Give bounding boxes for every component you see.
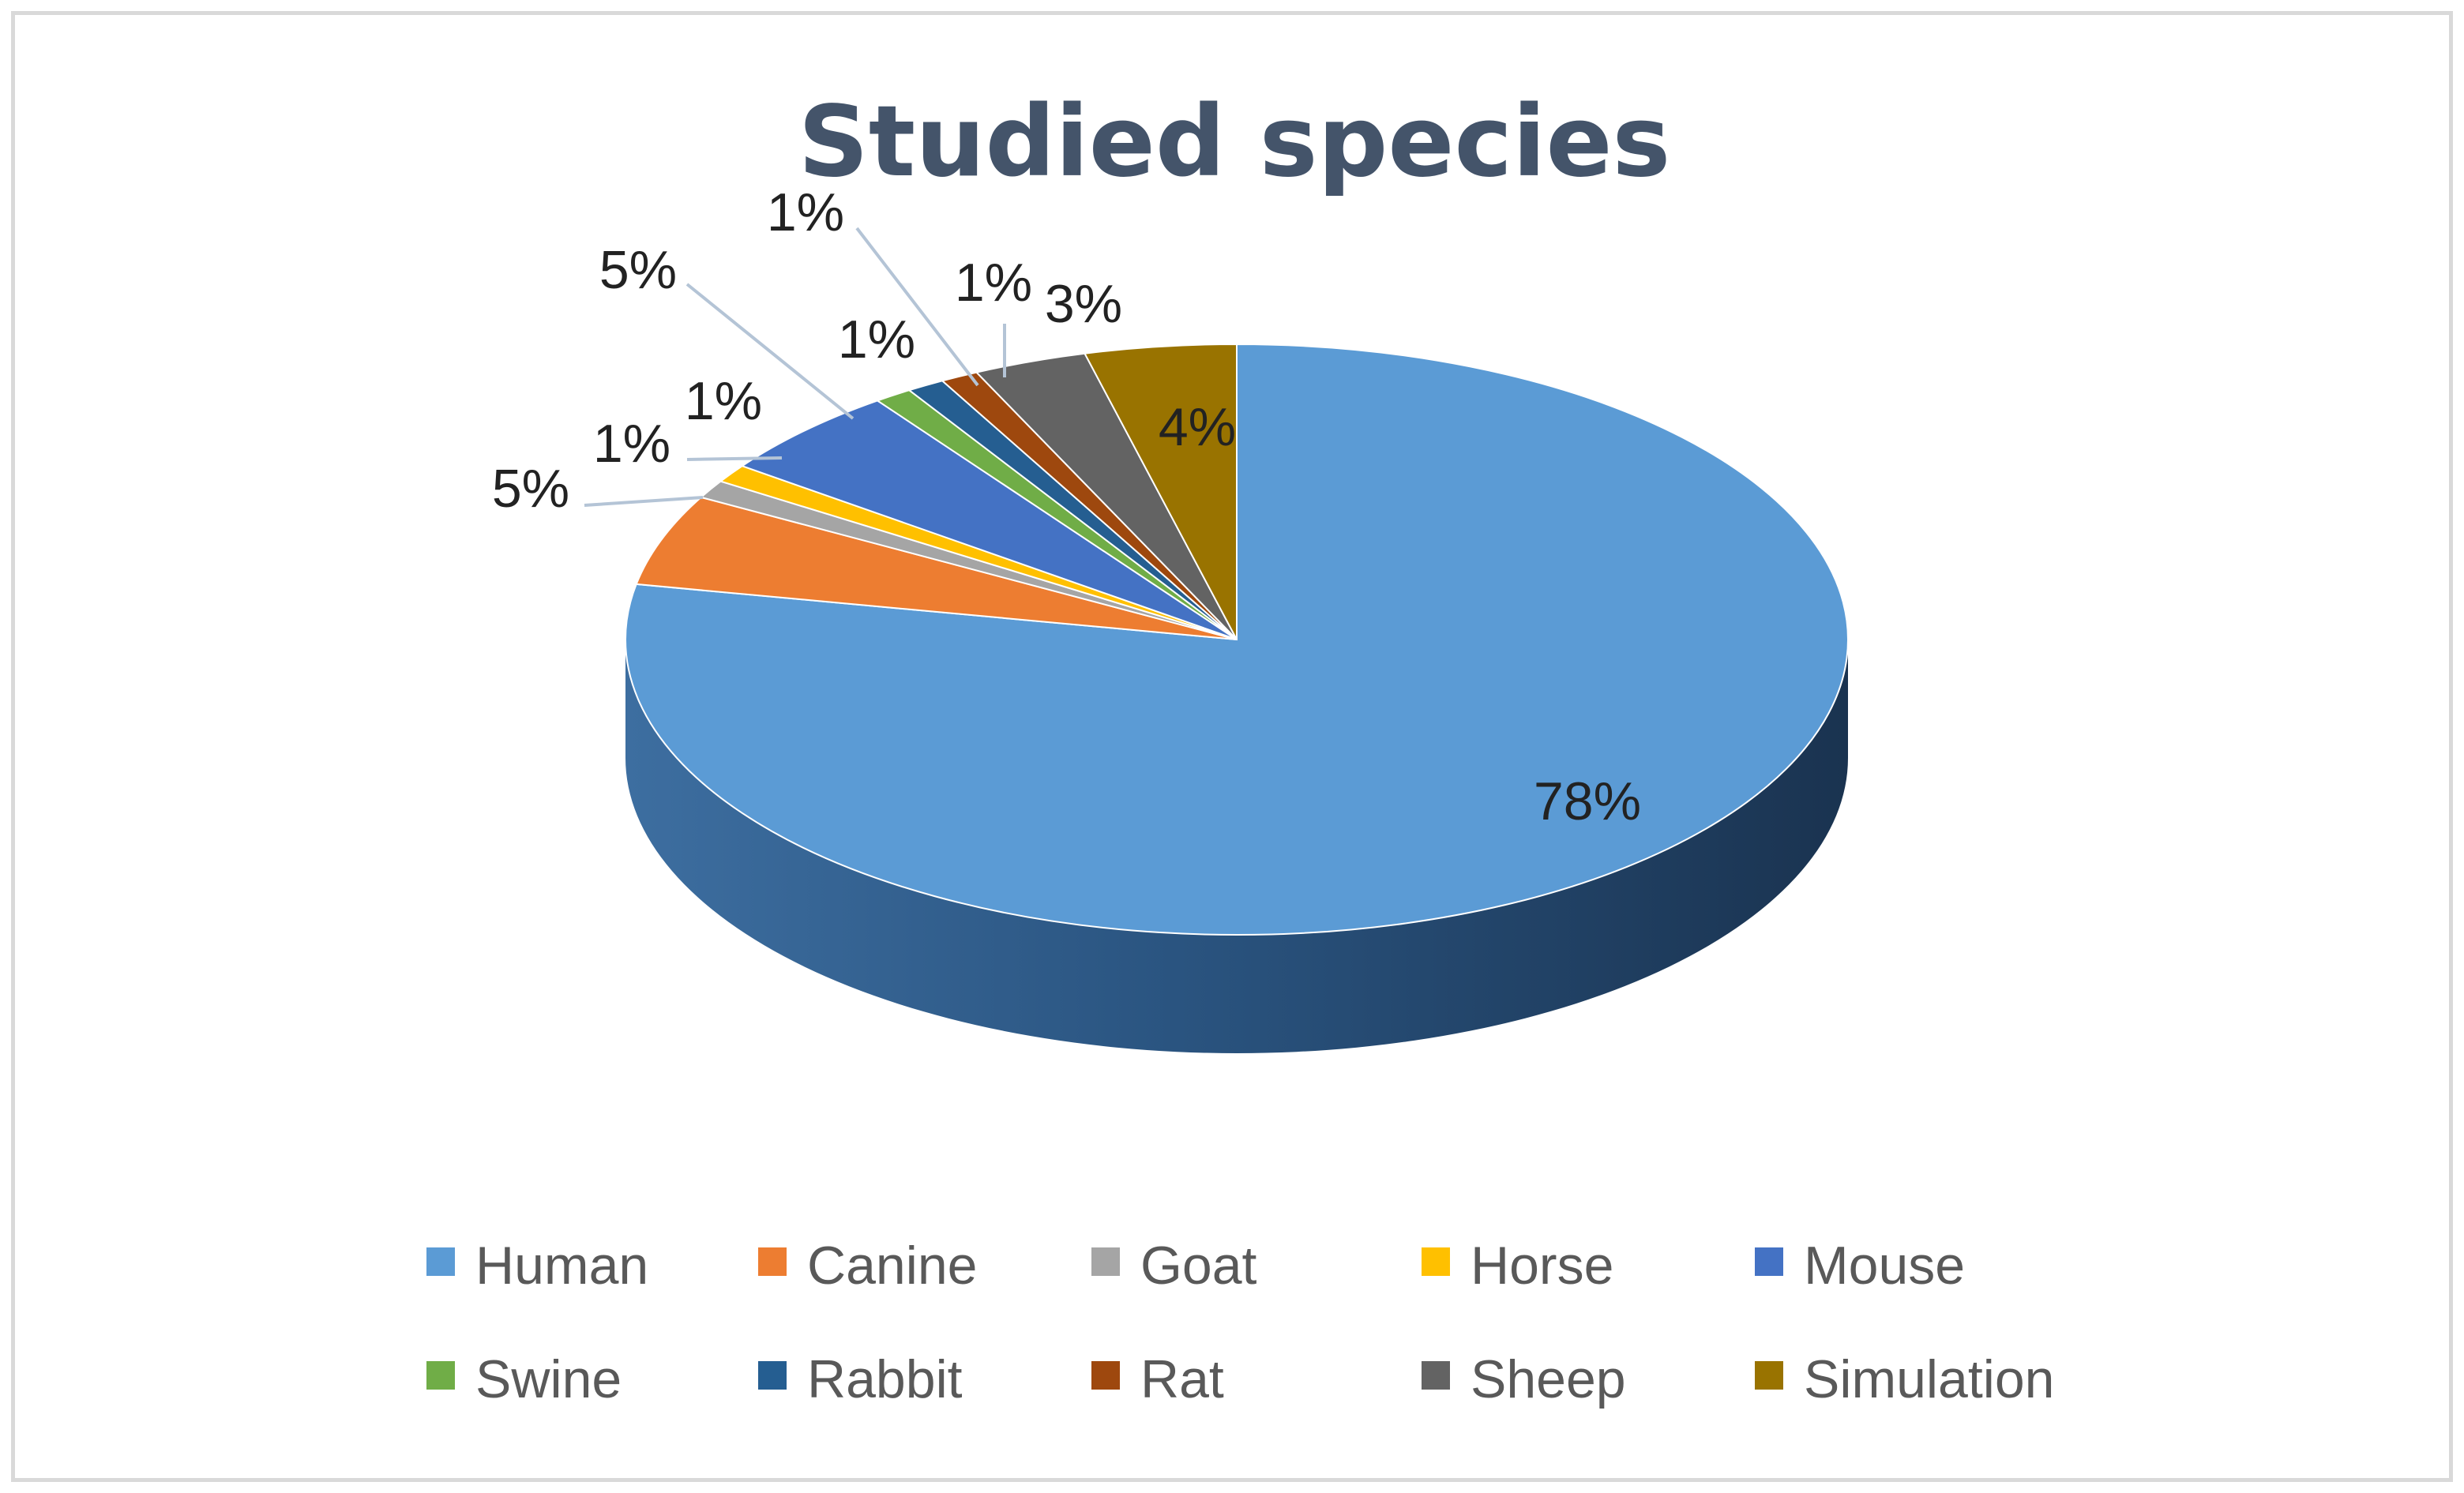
data-label-rabbit: 1% [767,182,844,242]
data-label-goat: 1% [593,414,670,474]
pie-side-wall [625,640,1848,1053]
data-label-human: 78% [1534,771,1641,831]
leader-line-rabbit [855,227,979,387]
pie-side-surface [625,640,1848,1053]
chart-title: Studied species [798,85,1671,199]
legend-label-rabbit: Rabbit [807,1349,963,1409]
pie-slice-simulation [1083,343,1238,640]
data-label-simulation: 4% [1159,397,1236,457]
data-label-mouse: 5% [599,240,677,300]
pie-slice-mouse [740,400,1238,640]
legend: Human Canine Goat Horse Mouse Swine Rabbit Rat S… [426,1236,2055,1409]
leader-line-goat [686,456,783,461]
data-label-horse: 1% [685,371,762,431]
data-labels: 78%5%1%1%5%1%1%1% 3%4% [492,182,1641,831]
legend-label-canine: Canine [807,1236,978,1296]
leader-line-mouse [685,283,855,420]
pie-slice-canine [635,496,1238,640]
data-label-rat: 1% [955,253,1032,313]
legend-swatch-human [426,1247,455,1276]
data-label-swine: 1% [838,309,915,369]
legend-swatch-rat [1091,1361,1120,1390]
legend-label-human: Human [475,1236,648,1296]
legend-label-simulation: Simulation [1804,1349,2055,1409]
legend-label-rat: Rat [1140,1349,1224,1409]
legend-swatch-mouse [1755,1247,1783,1276]
legend-swatch-goat [1091,1247,1120,1276]
legend-label-sheep: Sheep [1471,1349,1626,1409]
legend-label-goat: Goat [1140,1236,1257,1296]
legend-swatch-swine [426,1361,455,1390]
legend-swatch-sheep [1422,1361,1450,1390]
legend-swatch-horse [1422,1247,1450,1276]
legend-swatch-simulation [1755,1361,1783,1390]
legend-swatch-canine [758,1247,787,1276]
leader-lines [584,227,1006,507]
legend-swatch-rabbit [758,1361,787,1390]
legend-label-horse: Horse [1471,1236,1613,1296]
legend-label-swine: Swine [475,1349,622,1409]
data-label-sheep: 3% [1045,274,1122,334]
legend-label-mouse: Mouse [1804,1236,1965,1296]
pie-slices [625,343,1849,936]
leader-line-canine [584,496,704,507]
data-label-canine: 5% [492,459,569,519]
